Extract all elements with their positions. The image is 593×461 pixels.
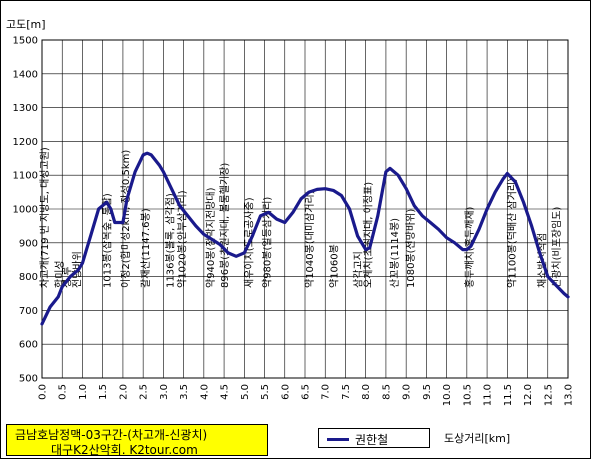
peak-annotation: 약980봉(일등삼거리) — [262, 197, 274, 288]
x-tick-label: 6.0 — [280, 384, 291, 400]
x-tick-label: 4.0 — [199, 384, 210, 400]
x-tick-label: 12.0 — [523, 384, 534, 406]
peak-annotation: 오계치(초원지대, 이정표) — [363, 182, 375, 288]
x-tick-label: 3.0 — [159, 384, 170, 400]
chart-title: 금남호남정맥-03구간-(차고개-신광치) — [15, 428, 208, 442]
x-tick-label: 5.0 — [240, 384, 251, 400]
x-tick-label: 4.5 — [220, 384, 231, 400]
x-tick-label: 0.5 — [58, 384, 69, 400]
y-axis-label: 고도[m] — [6, 18, 46, 31]
peak-annotation: 896봉(초원지대, 볼룸헬기장) — [219, 163, 231, 288]
peak-annotation: 갈재산(1147.6봉) — [139, 208, 152, 288]
x-tick-label: 1.5 — [98, 384, 109, 400]
y-tick-label: 500 — [19, 374, 38, 385]
peak-annotation: 신광치(비포장임도) — [550, 206, 563, 288]
legend: 권한철 — [318, 428, 430, 448]
y-tick-label: 1500 — [13, 36, 38, 47]
x-tick-label: 11.0 — [483, 384, 494, 406]
series-line-권한철 — [40, 151, 570, 326]
x-tick-label: 5.5 — [260, 384, 271, 400]
x-tick-label: 6.5 — [301, 384, 312, 400]
y-tick-label: 900 — [19, 238, 38, 249]
peak-annotation: 이정2(합미성2km, 장성0.5km) — [120, 150, 132, 288]
x-tick-label: 9.0 — [402, 384, 413, 400]
title-box: 금남호남정맥-03구간-(차고개-신광치) 대구K2산악회. K2tour.co… — [6, 424, 268, 457]
x-tick-label: 7.0 — [321, 384, 332, 400]
peak-annotation: 산꼬봉(1114봉) — [389, 218, 401, 288]
legend-line-swatch — [327, 438, 349, 441]
peak-annotation: 1013봉(잡목숲, 통합) — [102, 193, 114, 288]
plot-area: 500 600 700 800 900 1000 1100 1200 1300 1400 1500 0… — [13, 36, 575, 407]
x-tick-label: 11.5 — [503, 384, 514, 406]
peak-annotation: 차고개(719 번 지방도, 대성고원) — [39, 147, 51, 288]
peak-annotation: 1080봉(전망바위) — [404, 209, 417, 288]
x-tick-label: 10.5 — [462, 384, 473, 406]
x-tick-label: 8.5 — [381, 384, 392, 400]
y-tick-label: 1000 — [13, 205, 38, 216]
chart-subtitle: 대구K2산악회. K2tour.com — [51, 443, 198, 457]
peak-annotation: 약1060봉 — [328, 244, 340, 288]
legend-series-name: 권한철 — [355, 433, 389, 447]
x-axis-label: 도상거리[km] — [444, 432, 510, 445]
peak-annotation: 약1100봉(덕배산 삼거리) — [506, 178, 518, 288]
x-tick-label: 2.0 — [118, 384, 129, 400]
peak-annotation: 합미성 — [54, 260, 66, 288]
peak-annotation: 1136봉(볼록, 삼각점) — [164, 193, 176, 288]
peak-annotation: 약1040봉(대미삼거리) — [304, 190, 316, 288]
x-tick-label: 7.5 — [341, 384, 352, 400]
y-tick-label: 1400 — [13, 69, 38, 80]
x-tick-label: 8.0 — [361, 384, 372, 400]
x-tick-label: 0.0 — [38, 384, 49, 400]
x-tick-label: 12.5 — [543, 384, 554, 406]
x-tick-label: 13.0 — [564, 384, 575, 406]
y-tick-label: 1100 — [13, 171, 38, 182]
y-tick-label: 1200 — [13, 137, 38, 148]
x-tick-label: 1.0 — [78, 384, 89, 400]
y-tick-label: 600 — [19, 340, 38, 351]
x-tick-label: 10.0 — [442, 384, 453, 406]
x-tick-label: 3.5 — [179, 384, 190, 400]
y-tick-label: 800 — [19, 272, 38, 283]
peak-annotation: 삼각고지 — [353, 251, 365, 288]
x-tick-label: 2.5 — [139, 384, 150, 400]
x-tick-label: 9.5 — [422, 384, 433, 400]
y-tick-label: 1300 — [13, 103, 38, 114]
y-tick-label: 700 — [19, 306, 38, 317]
